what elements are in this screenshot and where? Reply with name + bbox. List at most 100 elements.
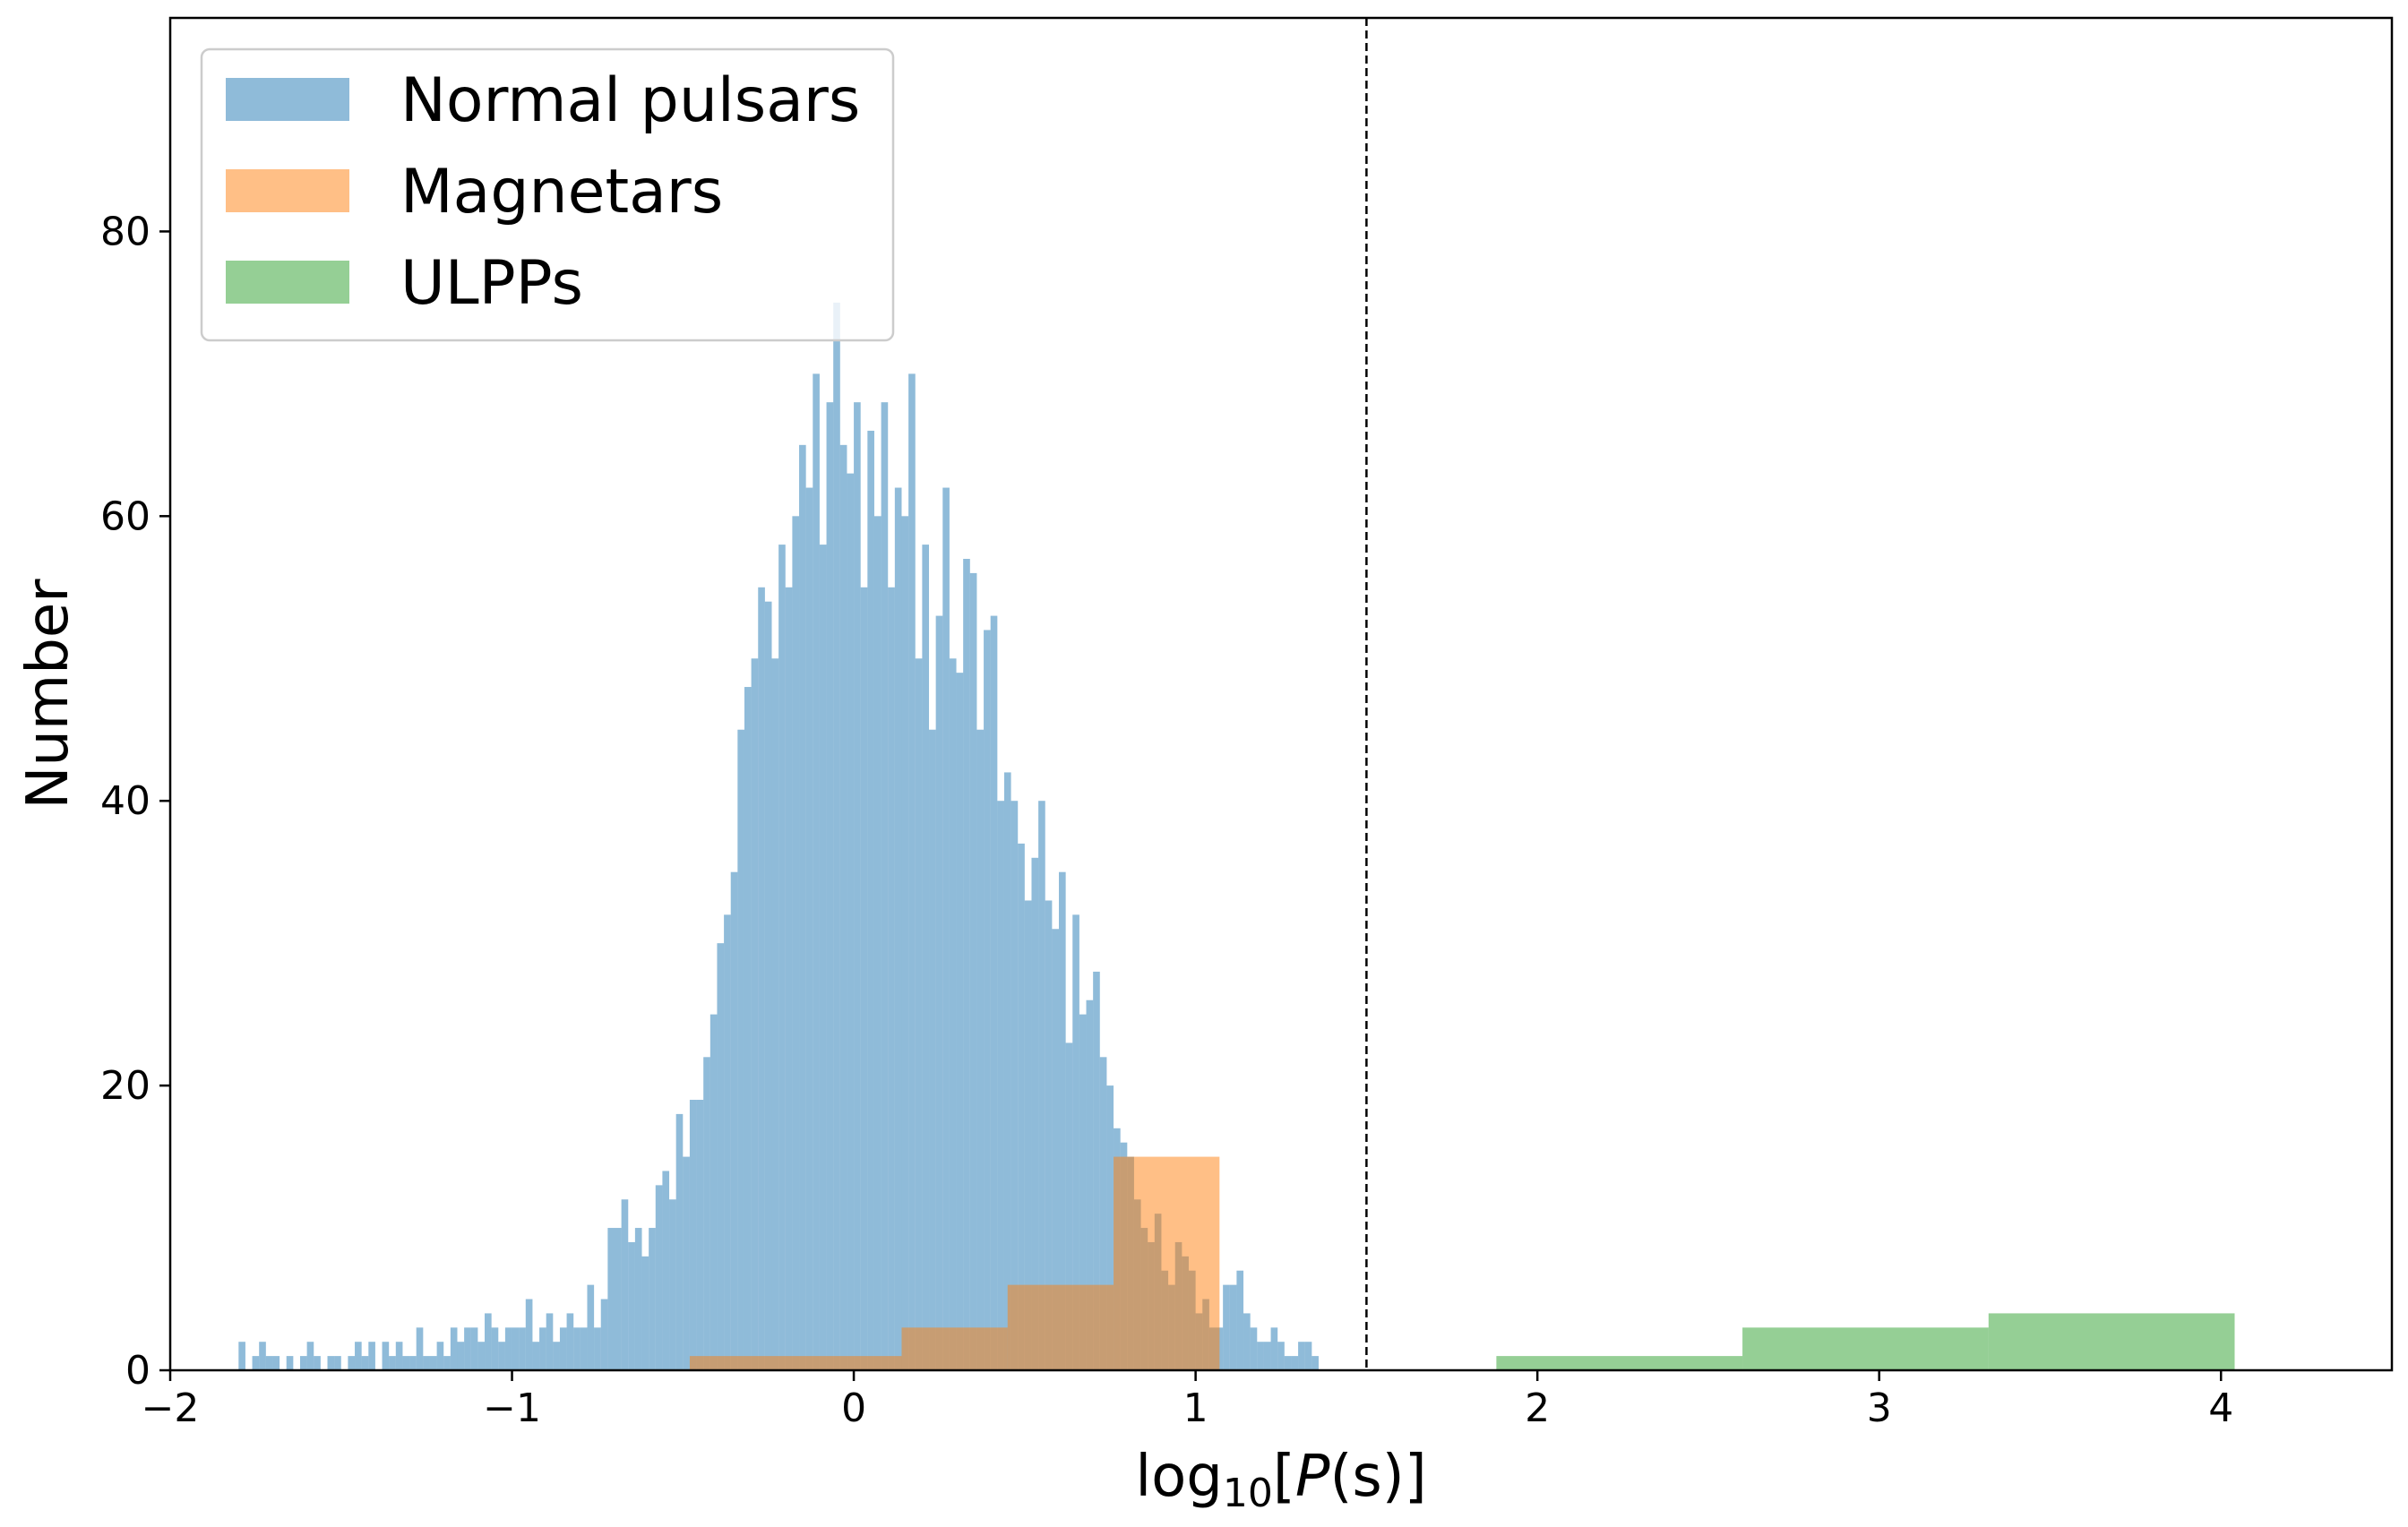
normal-pulsars-bar <box>792 516 800 1370</box>
normal-pulsars-bar <box>689 1100 697 1370</box>
normal-pulsars-bar <box>477 1342 486 1370</box>
magnetars-bar <box>689 1356 902 1370</box>
normal-pulsars-bar <box>259 1342 266 1370</box>
normal-pulsars-bar <box>429 1356 437 1370</box>
normal-pulsars-bar <box>395 1342 403 1370</box>
normal-pulsars-bar <box>1291 1356 1299 1370</box>
normal-pulsars-bar <box>737 729 744 1370</box>
x-tick-label: 0 <box>841 1385 866 1431</box>
normal-pulsars-bar <box>696 1100 704 1370</box>
normal-pulsars-bar <box>1018 843 1025 1370</box>
normal-pulsars-bar <box>839 444 847 1371</box>
normal-pulsars-bar <box>1312 1356 1319 1370</box>
normal-pulsars-bar <box>1298 1342 1305 1370</box>
normal-pulsars-bar <box>655 1185 663 1370</box>
ulpps-bar <box>1742 1327 1989 1370</box>
normal-pulsars-bar <box>669 1199 676 1370</box>
normal-pulsars-bar <box>334 1356 341 1370</box>
normal-pulsars-bar <box>730 871 738 1370</box>
normal-pulsars-bar <box>717 943 725 1370</box>
normal-pulsars-bar <box>942 487 950 1370</box>
normal-pulsars-bar <box>580 1327 588 1370</box>
normal-pulsars-bar <box>963 559 970 1370</box>
normal-pulsars-bar <box>764 601 772 1370</box>
normal-pulsars-bar <box>1072 914 1079 1370</box>
normal-pulsars-bar <box>860 587 868 1370</box>
x-axis-ticks: −2 −1 0 1 2 3 4 <box>142 1370 2233 1431</box>
normal-pulsars-bar <box>306 1342 314 1370</box>
normal-pulsars-bar <box>1059 871 1066 1370</box>
ulpps-bar <box>1496 1356 1743 1370</box>
magnetars-bars <box>689 1156 1220 1370</box>
normal-pulsars-bar <box>1236 1270 1244 1370</box>
normal-pulsars-bar <box>621 1199 629 1370</box>
normal-pulsars-bars <box>238 302 1319 1371</box>
normal-pulsars-bar <box>908 373 916 1370</box>
normal-pulsars-bar <box>675 1113 684 1370</box>
normal-pulsars-bar <box>607 1228 615 1370</box>
normal-pulsars-bar <box>416 1327 424 1370</box>
normal-pulsars-bar <box>1243 1313 1251 1370</box>
normal-pulsars-bar <box>327 1356 335 1370</box>
normal-pulsars-bar <box>641 1256 649 1370</box>
legend-swatch-ulpps <box>226 261 349 304</box>
x-axis-label: log10[P(s)] <box>1135 1444 1426 1516</box>
normal-pulsars-bar <box>881 402 889 1370</box>
normal-pulsars-bar <box>355 1342 362 1370</box>
normal-pulsars-bar <box>785 587 793 1370</box>
normal-pulsars-bar <box>854 402 861 1370</box>
normal-pulsars-bar <box>1024 900 1032 1370</box>
normal-pulsars-bar <box>819 545 827 1370</box>
normal-pulsars-bar <box>935 615 943 1370</box>
ulpps-bars <box>1496 1313 2235 1370</box>
x-tick-label: 4 <box>2208 1385 2233 1431</box>
normal-pulsars-bar <box>1079 1014 1087 1370</box>
normal-pulsars-bar <box>1003 772 1011 1370</box>
normal-pulsars-bar <box>778 545 786 1370</box>
x-tick-label: 3 <box>1867 1385 1892 1431</box>
normal-pulsars-bar <box>1031 857 1039 1370</box>
normal-pulsars-bar <box>546 1313 554 1370</box>
normal-pulsars-bar <box>525 1299 533 1370</box>
normal-pulsars-bar <box>1229 1284 1237 1370</box>
normal-pulsars-bar <box>1223 1284 1230 1370</box>
y-tick-label: 80 <box>100 209 150 254</box>
normal-pulsars-bar <box>894 487 902 1370</box>
y-axis-ticks: 0 20 40 60 80 <box>100 209 170 1394</box>
normal-pulsars-bar <box>710 1014 718 1370</box>
normal-pulsars-bar <box>286 1356 294 1370</box>
normal-pulsars-bar <box>587 1284 595 1370</box>
x-tick-label: −2 <box>142 1385 200 1431</box>
normal-pulsars-bar <box>389 1356 396 1370</box>
normal-pulsars-bar <box>758 587 765 1370</box>
normal-pulsars-bar <box>1045 900 1053 1370</box>
normal-pulsars-bar <box>491 1327 499 1370</box>
normal-pulsars-bar <box>956 673 964 1370</box>
normal-pulsars-bar <box>888 587 895 1370</box>
normal-pulsars-bar <box>929 729 936 1370</box>
x-tick-label: −1 <box>483 1385 541 1431</box>
magnetars-bar <box>1007 1284 1114 1370</box>
normal-pulsars-bar <box>847 473 855 1370</box>
normal-pulsars-bar <box>559 1327 567 1370</box>
normal-pulsars-bar <box>252 1356 260 1370</box>
normal-pulsars-bar <box>1010 801 1019 1370</box>
normal-pulsars-bar <box>361 1356 369 1370</box>
x-tick-label: 1 <box>1183 1385 1208 1431</box>
normal-pulsars-bar <box>272 1356 280 1370</box>
normal-pulsars-bar <box>553 1342 560 1370</box>
normal-pulsars-bar <box>976 729 985 1370</box>
normal-pulsars-bar <box>901 516 909 1370</box>
normal-pulsars-bar <box>833 302 840 1370</box>
legend-label-magnetars: Magnetars <box>400 157 723 227</box>
normal-pulsars-bar <box>464 1327 471 1370</box>
normal-pulsars-bar <box>504 1327 512 1370</box>
normal-pulsars-bar <box>1093 971 1100 1370</box>
normal-pulsars-bar <box>368 1342 375 1370</box>
normal-pulsars-bar <box>594 1327 601 1370</box>
normal-pulsars-bar <box>984 630 991 1370</box>
normal-pulsars-bar <box>1257 1342 1264 1370</box>
legend-swatch-normal-pulsars <box>226 78 349 121</box>
normal-pulsars-bar <box>683 1156 690 1370</box>
normal-pulsars-bar <box>423 1356 430 1370</box>
